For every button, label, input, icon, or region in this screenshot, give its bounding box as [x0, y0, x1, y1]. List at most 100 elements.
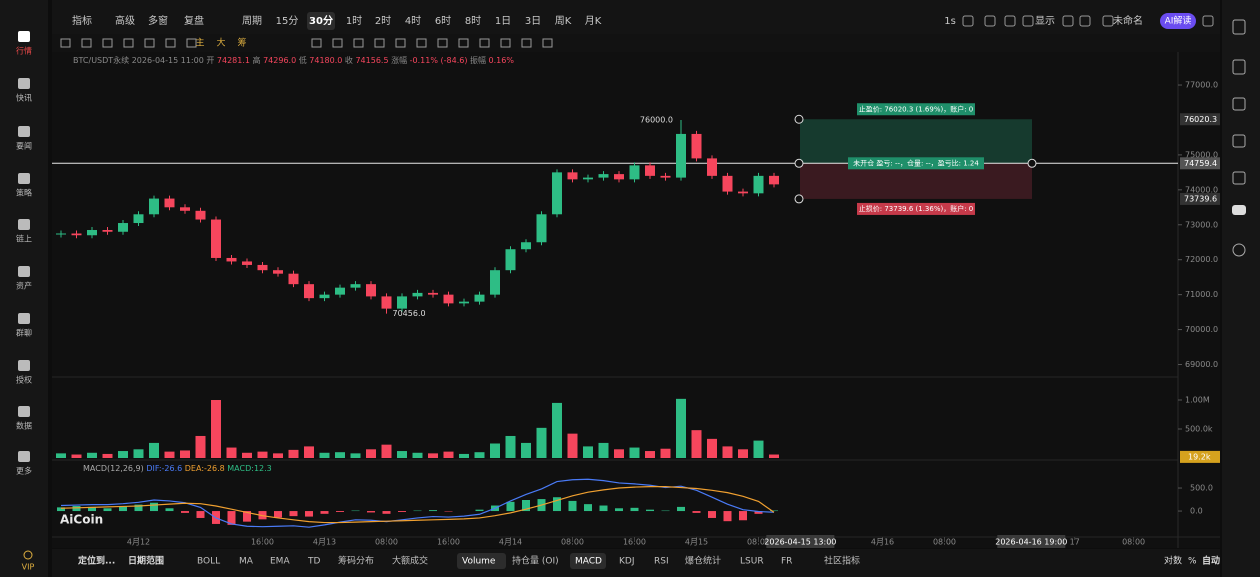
- indicator-button[interactable]: KDJ: [619, 557, 635, 567]
- handle[interactable]: [794, 194, 804, 204]
- sidebar-label[interactable]: 策略: [16, 188, 32, 198]
- draw-icon[interactable]: [186, 38, 197, 48]
- draw-icon[interactable]: [81, 38, 92, 48]
- bottom-left-item[interactable]: 定位到...: [77, 555, 115, 567]
- period-button[interactable]: 周K: [555, 15, 572, 27]
- bottom-right-item[interactable]: 自动: [1202, 555, 1220, 567]
- indicator-button[interactable]: 筹码分布: [338, 555, 374, 567]
- sidebar-label[interactable]: 资产: [16, 281, 32, 291]
- sidebar-icon[interactable]: [18, 406, 30, 417]
- toolbar-item[interactable]: 多窗: [148, 14, 168, 27]
- bottom-right-item[interactable]: %: [1188, 557, 1197, 567]
- toolbar-icon[interactable]: [984, 15, 996, 27]
- toolbar-icon[interactable]: [1004, 15, 1016, 27]
- sidebar-label[interactable]: 链上: [16, 234, 32, 244]
- sidebar-icon[interactable]: [18, 219, 30, 230]
- icon[interactable]: [1232, 205, 1246, 215]
- indicator-button[interactable]: 爆仓统计: [685, 555, 721, 567]
- indicator-button[interactable]: 持仓量 (OI): [512, 555, 559, 567]
- indicator-button[interactable]: 社区指标: [824, 555, 860, 567]
- draw-icon[interactable]: [102, 38, 113, 48]
- sidebar-icon[interactable]: [18, 313, 30, 324]
- icon[interactable]: [1232, 59, 1246, 75]
- toolbar-right-item[interactable]: 未命名: [1113, 14, 1143, 27]
- sidebar-label[interactable]: 数据: [16, 421, 32, 431]
- icon[interactable]: [1232, 97, 1246, 111]
- indicator-button[interactable]: BOLL: [197, 557, 220, 567]
- indicator-button[interactable]: TD: [307, 557, 320, 567]
- indicator-button[interactable]: Volume: [462, 557, 496, 567]
- draw-icon[interactable]: [353, 38, 364, 48]
- sidebar-label[interactable]: 群聊: [16, 328, 32, 338]
- icon[interactable]: [1232, 19, 1246, 35]
- indicator-button[interactable]: RSI: [654, 557, 669, 567]
- toolbar-icon[interactable]: [1022, 15, 1034, 27]
- sidebar-icon[interactable]: [18, 451, 30, 462]
- draw-icon[interactable]: [374, 38, 385, 48]
- sidebar-icon[interactable]: [18, 31, 30, 42]
- draw-tool[interactable]: 筹: [237, 37, 246, 49]
- sidebar-icon[interactable]: [18, 173, 30, 184]
- toolbar-icon[interactable]: [1202, 15, 1214, 27]
- indicator-button[interactable]: 大额成交: [392, 555, 428, 567]
- sidebar-icon[interactable]: [18, 266, 30, 277]
- draw-icon[interactable]: [332, 38, 343, 48]
- period-button[interactable]: 15分: [276, 15, 299, 27]
- draw-icon[interactable]: [542, 38, 553, 48]
- indicator-button[interactable]: FR: [781, 557, 792, 567]
- handle[interactable]: [1027, 158, 1037, 168]
- period-button[interactable]: 6时: [435, 15, 451, 27]
- draw-icon[interactable]: [395, 38, 406, 48]
- indicator-button[interactable]: MACD: [575, 557, 602, 567]
- sidebar-label[interactable]: 行情: [16, 46, 32, 56]
- toolbar-item[interactable]: 高级: [115, 14, 135, 27]
- period-button[interactable]: 2时: [375, 15, 391, 27]
- toolbar-item[interactable]: 复盘: [184, 14, 204, 27]
- sidebar-icon[interactable]: [18, 126, 30, 137]
- sidebar-icon[interactable]: [18, 78, 30, 89]
- sidebar-icon[interactable]: [18, 360, 30, 371]
- ai-button[interactable]: [1160, 13, 1196, 29]
- toolbar-icon[interactable]: [1079, 15, 1091, 27]
- draw-icon[interactable]: [437, 38, 448, 48]
- period-button[interactable]: 30分: [309, 14, 333, 27]
- indicator-button[interactable]: MA: [239, 557, 254, 567]
- period-button[interactable]: 月K: [585, 15, 602, 27]
- draw-tool[interactable]: 大: [216, 37, 225, 49]
- toolbar-item[interactable]: 周期: [242, 15, 262, 27]
- draw-icon[interactable]: [123, 38, 134, 48]
- indicator-button[interactable]: EMA: [270, 557, 290, 567]
- period-button[interactable]: 1日: [495, 16, 511, 27]
- icon[interactable]: [1232, 171, 1246, 185]
- toolbar-icon[interactable]: [1062, 15, 1074, 27]
- draw-icon[interactable]: [479, 38, 490, 48]
- period-button[interactable]: 3日: [525, 16, 541, 27]
- toolbar-item[interactable]: 指标: [72, 14, 92, 27]
- draw-icon[interactable]: [311, 38, 322, 48]
- sidebar-label[interactable]: 快讯: [16, 93, 32, 103]
- period-button[interactable]: 4时: [405, 15, 421, 27]
- bottom-right-item[interactable]: 对数: [1164, 555, 1182, 567]
- draw-icon[interactable]: [165, 38, 176, 48]
- draw-icon[interactable]: [458, 38, 469, 48]
- handle[interactable]: [794, 158, 804, 168]
- draw-icon[interactable]: [60, 38, 71, 48]
- draw-icon[interactable]: [144, 38, 155, 48]
- period-button[interactable]: 1时: [346, 15, 362, 27]
- toolbar-right-item[interactable]: 1s: [944, 16, 956, 27]
- ai-label[interactable]: AI解读: [1165, 15, 1192, 27]
- draw-icon[interactable]: [416, 38, 427, 48]
- toolbar-icon[interactable]: [1102, 15, 1114, 27]
- sidebar-label[interactable]: 要闻: [16, 142, 32, 151]
- vip-label[interactable]: VIP: [22, 563, 35, 572]
- icon[interactable]: [1232, 243, 1246, 257]
- toolbar-icon[interactable]: [962, 15, 974, 27]
- sidebar-label[interactable]: 授权: [16, 375, 32, 385]
- draw-tool[interactable]: 主: [195, 37, 204, 49]
- bottom-left-item[interactable]: 日期范围: [128, 555, 164, 567]
- draw-icon[interactable]: [521, 38, 532, 48]
- handle[interactable]: [794, 114, 804, 124]
- period-button[interactable]: 8时: [465, 15, 481, 27]
- sidebar-label[interactable]: 更多: [16, 466, 32, 476]
- indicator-button[interactable]: LSUR: [740, 557, 764, 567]
